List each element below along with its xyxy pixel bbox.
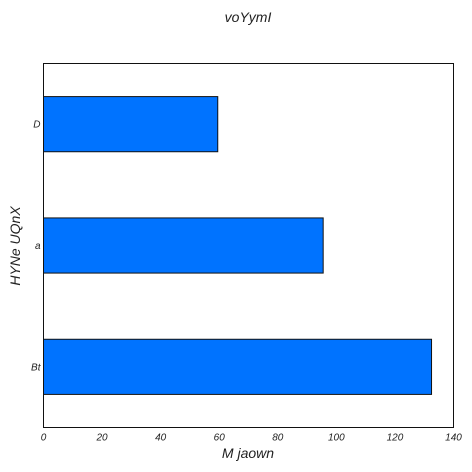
x-tick-label: 80 (272, 433, 284, 444)
chart-title: voYymI (225, 9, 272, 25)
y-axis-label: HYNe UQnX (7, 206, 23, 286)
y-tick-label: Bt (31, 362, 42, 373)
x-tick-label: 100 (328, 433, 345, 444)
bar-D (43, 96, 219, 153)
x-tick-label: 40 (155, 433, 167, 444)
x-axis-label: M jaown (222, 445, 274, 461)
plot-frame (43, 63, 454, 428)
y-tick-label: a (35, 241, 41, 252)
x-tick-label: 60 (214, 433, 226, 444)
x-tick-label: 0 (41, 433, 47, 444)
bar-Bt (43, 338, 433, 395)
x-tick-label: 140 (445, 433, 462, 444)
bars-group (43, 96, 433, 395)
x-ticks: 0 20 40 60 80 100 120 140 (41, 433, 463, 444)
y-ticks: Bt a D (31, 120, 42, 374)
bar-a (43, 217, 324, 274)
x-tick-label: 120 (387, 433, 404, 444)
y-tick-label: D (33, 120, 40, 131)
x-tick-label: 20 (96, 433, 109, 444)
